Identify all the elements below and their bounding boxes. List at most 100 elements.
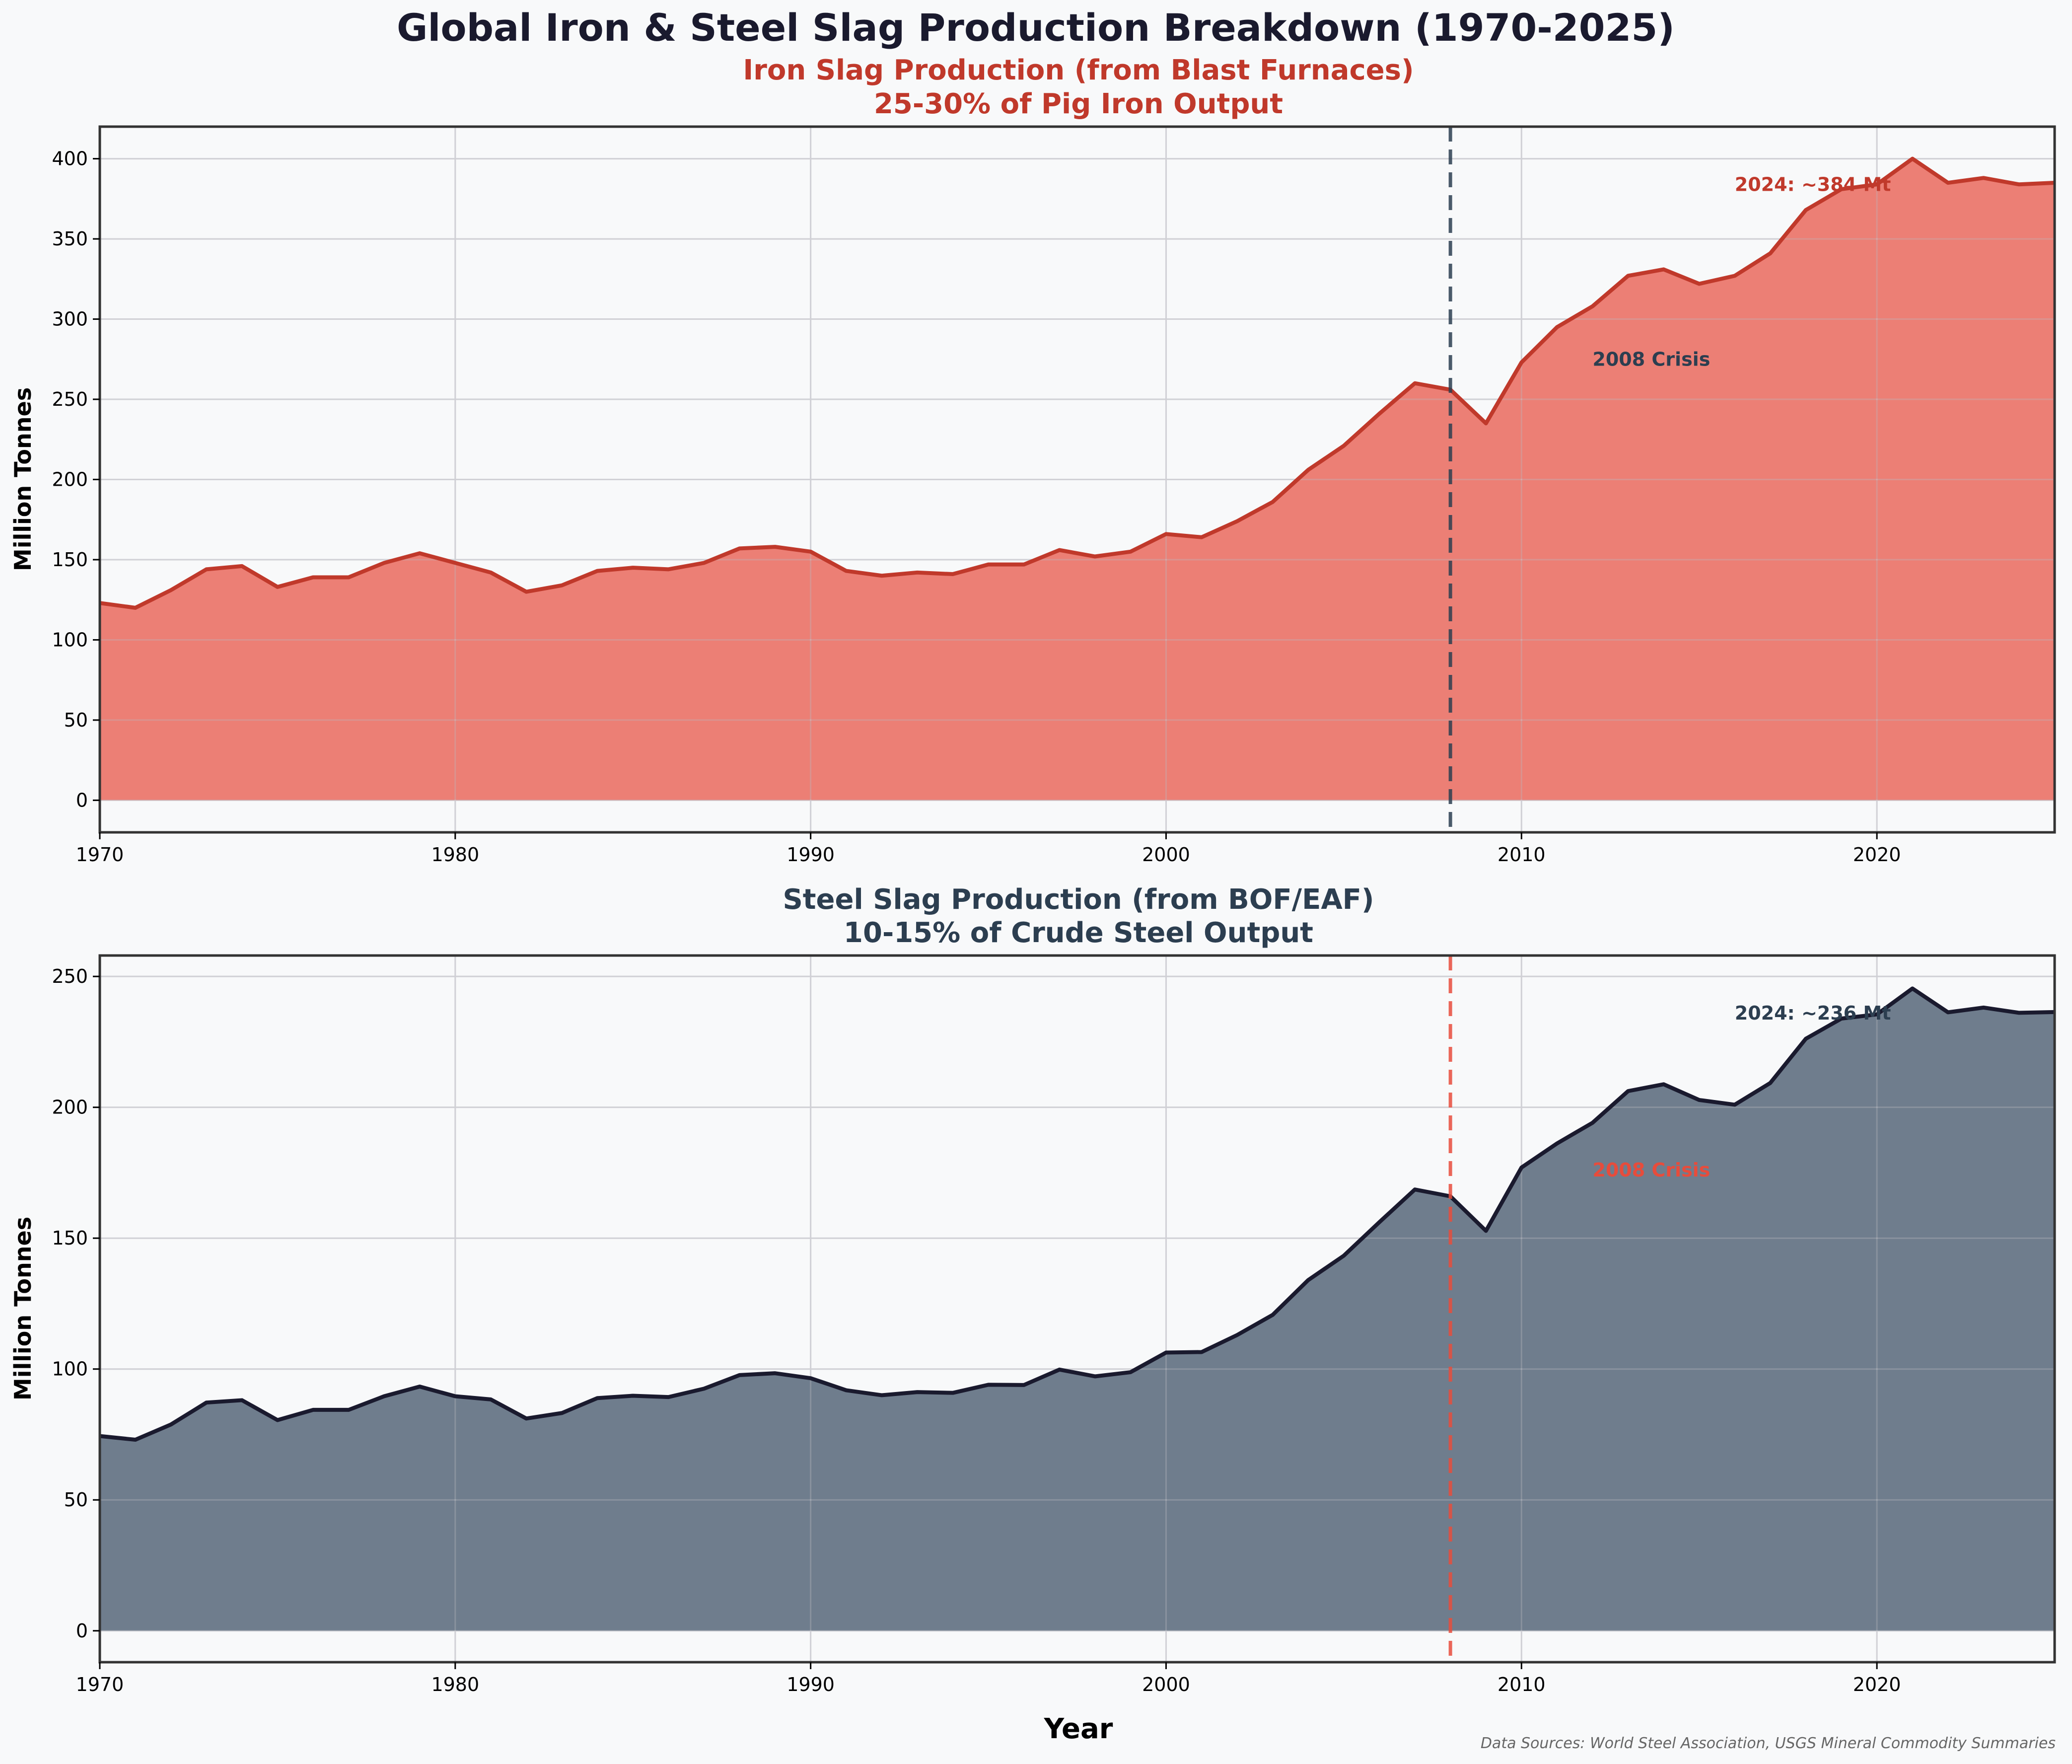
iron-slag-subplot: 2008 Crisis 2024: ~384 Mt 0 50 100 150 200 250 3…	[9, 54, 2056, 866]
steel-slag-point-2003	[1271, 1314, 1274, 1317]
steel-slag-point-1988	[738, 1374, 741, 1377]
steel-slag-point-1983	[561, 1411, 564, 1414]
steel-slag-point-1978	[383, 1395, 386, 1398]
steel-slag-ytick-label-50: 50	[64, 1489, 88, 1511]
steel-slag-point-2001	[1200, 1350, 1203, 1353]
iron-slag-point-2024	[2017, 183, 2020, 186]
steel-slag-point-1986	[667, 1396, 670, 1398]
steel-slag-ytick-label-0: 0	[76, 1620, 88, 1642]
iron-slag-point-1994	[951, 573, 954, 576]
iron-slag-point-1996	[1022, 563, 1025, 566]
steel-slag-point-2000	[1164, 1351, 1167, 1354]
iron-slag-point-1980	[454, 561, 457, 564]
steel-slag-y-axis-label: Million Tonnes	[9, 1217, 36, 1400]
iron-slag-xtick-label-2010: 2010	[1498, 844, 1546, 866]
steel-slag-point-1976	[311, 1408, 314, 1411]
steel-slag-point-2012	[1591, 1121, 1594, 1124]
iron-slag-ytick-label-100: 100	[52, 629, 88, 651]
steel-slag-point-2024	[2017, 1011, 2020, 1014]
iron-slag-title-line2: 25-30% of Pig Iron Output	[874, 88, 1283, 120]
steel-slag-ytick-label-150: 150	[52, 1227, 88, 1249]
steel-slag-point-1995	[987, 1383, 990, 1386]
iron-slag-point-2012	[1591, 305, 1594, 308]
steel-slag-point-2015	[1698, 1099, 1701, 1102]
steel-slag-point-2007	[1414, 1188, 1417, 1191]
steel-slag-point-2022	[1946, 1011, 1949, 1014]
iron-slag-ytick-label-400: 400	[52, 148, 88, 170]
iron-slag-point-1981	[489, 571, 492, 574]
iron-slag-point-2004	[1307, 468, 1310, 471]
steel-slag-title-line2: 10-15% of Crude Steel Output	[844, 917, 1313, 949]
steel-slag-xtick-label-1970: 1970	[76, 1674, 124, 1695]
steel-slag-point-2016	[1733, 1103, 1736, 1106]
iron-slag-point-2005	[1342, 444, 1345, 447]
iron-slag-point-2006	[1378, 412, 1381, 415]
data-source-note: Data Sources: World Steel Association, U…	[1481, 1735, 2056, 1752]
iron-slag-point-1993	[916, 571, 919, 574]
steel-slag-point-2010	[1520, 1166, 1523, 1169]
steel-slag-area-fill	[100, 988, 2055, 1631]
steel-slag-point-1974	[240, 1398, 243, 1401]
x-axis-label: Year	[1044, 1713, 1113, 1745]
iron-slag-series-line	[99, 156, 2055, 610]
iron-slag-point-2016	[1733, 274, 1736, 277]
steel-slag-crisis-annotation: 2008 Crisis	[1592, 1159, 1710, 1181]
steel-slag-point-1987	[703, 1387, 706, 1390]
steel-slag-xtick-label-2010: 2010	[1498, 1674, 1546, 1695]
steel-slag-point-1981	[489, 1398, 492, 1401]
iron-slag-point-2000	[1164, 532, 1167, 535]
iron-slag-xtick-label-1980: 1980	[431, 844, 479, 866]
iron-slag-point-2011	[1556, 326, 1559, 329]
steel-slag-latest-value-annotation: 2024: ~236 Mt	[1735, 1002, 1891, 1024]
iron-slag-point-1998	[1093, 555, 1096, 558]
steel-slag-point-2011	[1556, 1142, 1559, 1145]
iron-slag-point-1985	[632, 566, 635, 569]
iron-slag-xtick-label-1990: 1990	[786, 844, 835, 866]
steel-slag-point-2023	[1982, 1006, 1985, 1009]
iron-slag-xtick-label-1970: 1970	[76, 844, 124, 866]
iron-slag-point-1991	[845, 570, 848, 573]
iron-slag-latest-value-annotation: 2024: ~384 Mt	[1735, 173, 1891, 195]
iron-slag-point-1995	[987, 563, 990, 566]
iron-slag-point-1971	[134, 606, 137, 609]
steel-slag-series-line	[99, 986, 2055, 1442]
steel-slag-point-1975	[276, 1418, 279, 1421]
iron-slag-point-1987	[703, 561, 706, 564]
iron-slag-ytick-label-50: 50	[64, 709, 88, 731]
steel-slag-point-1998	[1093, 1375, 1096, 1378]
iron-slag-point-1977	[347, 576, 350, 579]
iron-slag-point-1972	[169, 588, 172, 591]
iron-slag-point-1988	[738, 547, 741, 550]
iron-slag-ytick-label-200: 200	[52, 469, 88, 491]
iron-slag-point-2013	[1627, 274, 1630, 277]
iron-slag-crisis-annotation: 2008 Crisis	[1592, 348, 1710, 370]
iron-slag-ytick-label-300: 300	[52, 308, 88, 330]
iron-slag-point-2007	[1414, 382, 1417, 385]
iron-slag-xtick-label-2000: 2000	[1142, 844, 1190, 866]
iron-slag-point-1983	[561, 584, 564, 587]
steel-slag-ytick-label-200: 200	[52, 1097, 88, 1118]
iron-slag-point-2003	[1271, 501, 1274, 504]
iron-slag-point-1990	[809, 550, 812, 553]
iron-slag-point-2021	[1911, 157, 1914, 160]
steel-slag-point-2009	[1485, 1229, 1488, 1232]
steel-slag-subplot: 2008 Crisis 2024: ~236 Mt 0 50 100 150 200 250 1…	[9, 883, 2056, 1745]
steel-slag-point-2002	[1236, 1333, 1239, 1336]
steel-slag-ytick-label-250: 250	[52, 965, 88, 987]
iron-slag-plot-area: 2008 Crisis 2024: ~384 Mt 0 50 100 150 200 250 3…	[52, 125, 2056, 866]
iron-slag-point-2017	[1769, 252, 1772, 255]
iron-slag-point-1986	[667, 568, 670, 571]
iron-slag-point-2018	[1804, 209, 1807, 212]
iron-slag-title-line1: Iron Slag Production (from Blast Furnace…	[743, 54, 1414, 86]
iron-slag-point-1982	[525, 590, 528, 593]
steel-slag-point-1971	[134, 1438, 137, 1441]
steel-slag-point-2004	[1307, 1279, 1310, 1282]
steel-slag-point-1984	[596, 1396, 599, 1399]
iron-slag-point-1999	[1129, 550, 1132, 553]
steel-slag-point-2017	[1769, 1082, 1772, 1085]
steel-slag-point-1982	[525, 1417, 528, 1420]
steel-slag-point-1973	[205, 1401, 208, 1404]
steel-slag-point-1977	[347, 1408, 350, 1411]
steel-slag-point-1999	[1129, 1371, 1132, 1374]
